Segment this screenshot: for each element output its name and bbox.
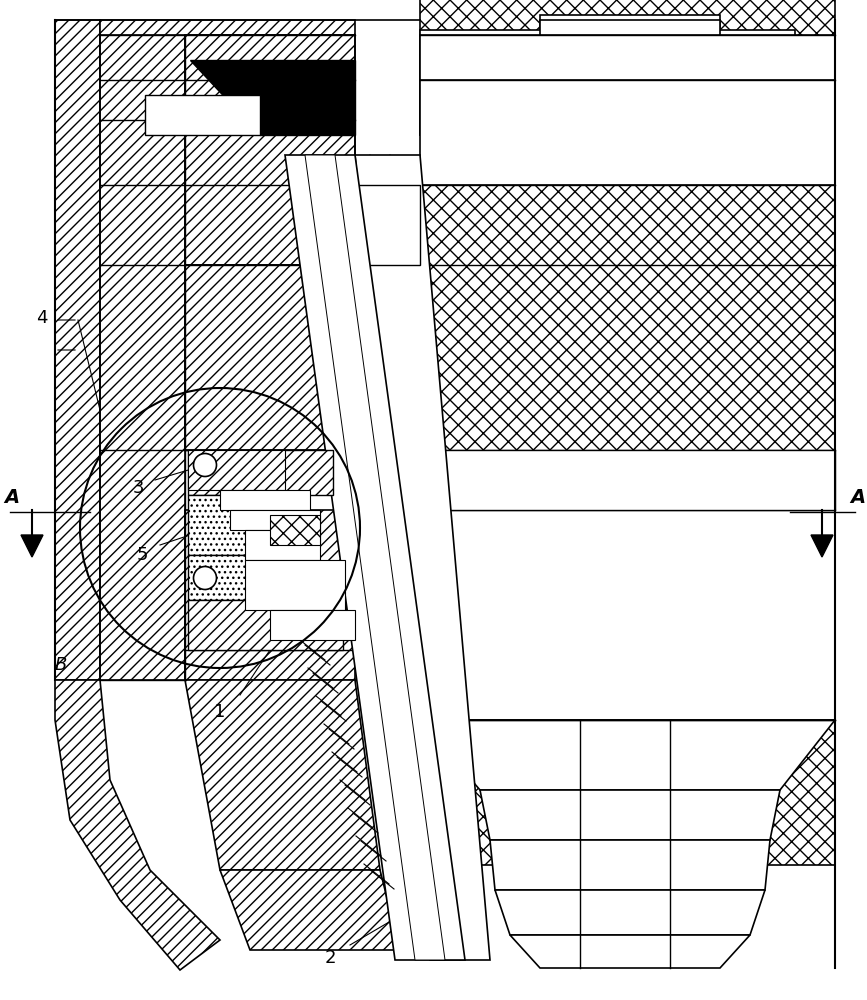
Circle shape xyxy=(193,566,217,589)
Text: A: A xyxy=(850,488,865,507)
Polygon shape xyxy=(420,720,835,790)
Bar xyxy=(270,515,320,545)
Polygon shape xyxy=(305,155,445,960)
Bar xyxy=(188,495,298,555)
Polygon shape xyxy=(355,155,490,960)
Polygon shape xyxy=(185,680,380,870)
Polygon shape xyxy=(480,790,780,840)
Bar xyxy=(420,450,835,510)
Polygon shape xyxy=(55,680,220,970)
Bar xyxy=(420,80,835,185)
Bar xyxy=(540,20,720,35)
Text: 3: 3 xyxy=(133,479,144,497)
Circle shape xyxy=(193,454,217,477)
Polygon shape xyxy=(495,890,765,935)
Polygon shape xyxy=(145,95,260,135)
Polygon shape xyxy=(190,60,355,135)
Polygon shape xyxy=(490,840,770,890)
Bar xyxy=(355,185,420,265)
Bar xyxy=(185,265,355,450)
Bar xyxy=(100,20,355,35)
Bar xyxy=(420,185,835,865)
Text: B: B xyxy=(55,656,68,674)
Polygon shape xyxy=(220,490,310,510)
Polygon shape xyxy=(230,510,320,530)
Polygon shape xyxy=(188,450,285,490)
Text: A: A xyxy=(4,488,19,507)
Bar xyxy=(420,35,835,80)
Polygon shape xyxy=(510,935,750,968)
Bar xyxy=(355,185,420,265)
Text: 1: 1 xyxy=(214,703,225,721)
Polygon shape xyxy=(540,15,720,30)
Text: 5: 5 xyxy=(136,546,147,564)
Text: 4: 4 xyxy=(36,309,48,327)
Bar xyxy=(188,555,298,600)
Polygon shape xyxy=(420,55,830,135)
Bar xyxy=(188,600,343,650)
Polygon shape xyxy=(420,510,835,720)
Polygon shape xyxy=(270,610,355,640)
Bar xyxy=(185,35,355,120)
Polygon shape xyxy=(21,535,43,557)
Polygon shape xyxy=(220,870,400,950)
Polygon shape xyxy=(185,510,355,680)
Bar xyxy=(188,450,333,495)
Bar xyxy=(185,120,355,265)
Polygon shape xyxy=(285,155,465,960)
Polygon shape xyxy=(811,535,833,557)
Bar xyxy=(100,35,185,680)
Polygon shape xyxy=(245,530,320,560)
Bar xyxy=(420,0,835,135)
Polygon shape xyxy=(245,560,345,610)
Polygon shape xyxy=(420,30,795,55)
Bar xyxy=(55,20,100,680)
Text: 2: 2 xyxy=(324,949,336,967)
